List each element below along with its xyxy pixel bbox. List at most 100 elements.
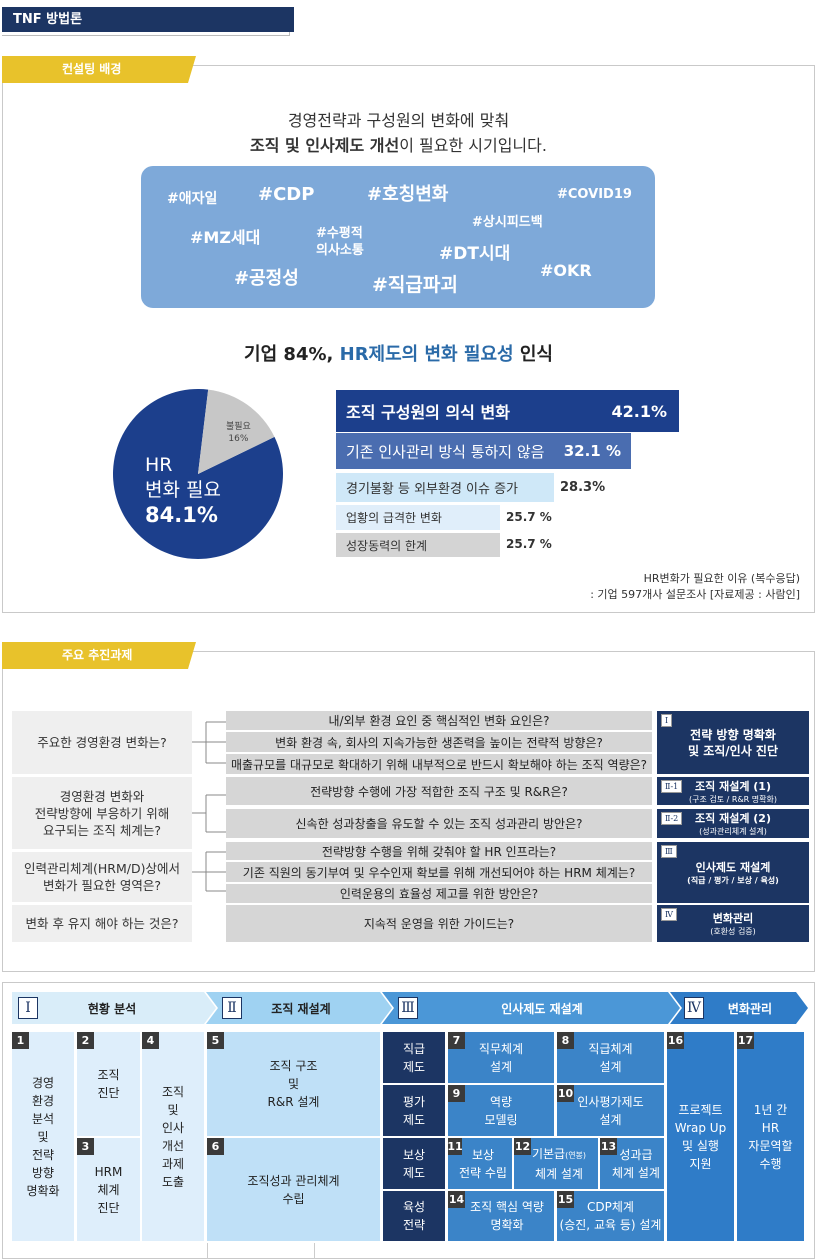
phase-header-label: 인사제도 재설계 xyxy=(501,1001,583,1016)
step-2: 2 조직 진단 xyxy=(77,1032,140,1136)
pie-label-line1: HR xyxy=(145,454,173,476)
pie-label-minor: 불필요 16% xyxy=(226,421,251,445)
phase-header-label: 현황 분석 xyxy=(87,1001,137,1016)
step-text: 인사평가제도 설계 xyxy=(577,1094,644,1127)
question-mid: 매출규모를 대규모로 확대하기 위해 내부적으로 반드시 확보해야 하는 조직 … xyxy=(226,754,652,774)
phase-title: 조직 재설계 (1) xyxy=(695,779,771,793)
step-number: 5 xyxy=(207,1032,224,1049)
step-text: 조직 진단 xyxy=(97,1068,120,1100)
phase-header-label: 변화관리 xyxy=(727,1001,773,1016)
question-mid: 기존 직원의 동기부여 및 우수인재 확보를 위해 개선되어야 하는 HRM 체… xyxy=(226,862,652,882)
tag: #직급파괴 xyxy=(372,274,458,296)
step-number: 6 xyxy=(207,1138,224,1155)
phase-sub: (구조 검토 / R&R 명확화) xyxy=(689,794,777,804)
phase-sub: (호환성 검증) xyxy=(710,927,756,936)
phase-num: Ⅳ xyxy=(684,997,704,1019)
section-tab-background[interactable]: 컨설팅 배경 xyxy=(2,56,196,83)
step-10: 10 인사평가제도 설계 xyxy=(557,1085,664,1136)
bar-label: 성장동력의 한계 xyxy=(346,538,428,553)
row-label: 육성 전략 xyxy=(383,1191,445,1241)
step-text: 기본급(연봉) xyxy=(532,1145,586,1165)
phase-number-badge: Ⅱ-1 xyxy=(661,780,683,793)
step-text: 직급체계 설계 xyxy=(588,1041,633,1074)
step-number: 3 xyxy=(77,1138,94,1155)
phase-title: 변화관리 xyxy=(712,912,754,925)
step-number: 9 xyxy=(448,1085,465,1102)
source-note: HR변화가 필요한 이유 (복수응답) : 기업 597개사 설문조사 [자료제… xyxy=(590,571,800,603)
step-17: 17 1년 간 HR 자문역할 수행 xyxy=(737,1032,804,1241)
step-text: 프로젝트 Wrap Up 및 실행 지원 xyxy=(674,1102,727,1171)
tag: #CDP xyxy=(258,184,315,205)
source-note-line2: : 기업 597개사 설문조사 [자료제공 : 사람인] xyxy=(590,588,800,601)
step-number: 11 xyxy=(447,1138,463,1155)
pie-label-main: HR 변화 필요 84.1% xyxy=(145,453,221,528)
step-13: 13 성과급 체계 설계 xyxy=(600,1138,664,1189)
step-14: 14 조직 핵심 역량 명확화 xyxy=(448,1191,554,1241)
question-mid: 지속적 운영을 위한 가이드는? xyxy=(226,905,652,942)
step-text: 직무체계 설계 xyxy=(478,1041,524,1074)
phase-header-row: Ⅰ 현황 분석 Ⅱ 조직 재설계 Ⅲ 인사제도 재설계 Ⅳ 변화관리 xyxy=(12,992,808,1024)
step-text: 1년 간 HR 자문역할 수행 xyxy=(748,1102,793,1171)
phase-number-badge: Ⅲ xyxy=(661,845,677,858)
bar-label: 경기불황 등 외부환경 이슈 증가 xyxy=(346,482,519,497)
question-left: 경영환경 변화와 전략방향에 부응하기 위해 요구되는 조직 체계는? xyxy=(12,777,192,849)
step-15: 15 CDP체계 (승진, 교육 등) 설계 xyxy=(557,1191,664,1241)
hr-change-pie-chart xyxy=(112,389,283,559)
step-number: 17 xyxy=(737,1032,754,1049)
phase-sub: (성과관리체계 설계) xyxy=(699,827,767,836)
section-tab-tasks[interactable]: 주요 추진과제 xyxy=(2,642,196,669)
bar-2-value: 28.3% xyxy=(560,480,606,495)
tag: #COVID19 xyxy=(557,187,632,202)
bar-label: 업황의 급격한 변화 xyxy=(346,511,442,525)
tag: #수평적 xyxy=(316,226,363,241)
bar-value: 42.1% xyxy=(611,401,667,421)
step-text-b: 체계 설계 xyxy=(535,1166,583,1181)
step-text: HRM 체계 진단 xyxy=(94,1164,123,1215)
tag: #공정성 xyxy=(234,268,299,289)
bar-label: 조직 구성원의 의식 변화 xyxy=(346,403,510,422)
stat-highlight: HR제도의 변화 필요성 xyxy=(339,344,514,365)
heading-bold: 조직 및 인사제도 개선 xyxy=(250,136,400,155)
step-text: 조직 핵심 역량 명확화 xyxy=(470,1200,544,1232)
question-left: 인력관리체계(HRM/D)상에서 변화가 필요한 영역은? xyxy=(12,852,192,902)
step-text: 조직성과 관리체계 수립 xyxy=(247,1173,340,1206)
pie-slice-noneed xyxy=(198,389,275,474)
step-11: 11 보상 전략 수립 xyxy=(447,1138,512,1189)
step-text: 경영 환경 분석 및 전략 방향 명확화 xyxy=(26,1075,60,1198)
row-label: 직급 제도 xyxy=(383,1032,445,1083)
step-text: 조직 및 인사 개선 과제 도출 xyxy=(161,1084,185,1189)
step-number: 14 xyxy=(448,1191,465,1208)
bar-0: 조직 구성원의 의식 변화 42.1% xyxy=(336,390,679,432)
step-16: 16 프로젝트 Wrap Up 및 실행 지원 xyxy=(667,1032,734,1241)
bar-4-value: 25.7 % xyxy=(506,537,552,551)
pie-slice-need xyxy=(112,389,283,559)
phase-number-badge: Ⅳ xyxy=(661,908,677,921)
bar-3-value: 25.7 % xyxy=(506,510,552,524)
phase-title: 조직 재설계 (2) xyxy=(695,812,771,825)
step-number: 10 xyxy=(557,1085,574,1102)
pie-minor-label: 불필요 xyxy=(226,422,251,432)
pie-label-line2: 변화 필요 xyxy=(145,479,221,501)
question-mid: 인력운용의 효율성 제고를 위한 방안은? xyxy=(226,884,652,903)
bar-label: 기존 인사관리 방식 통하지 않음 xyxy=(346,442,545,461)
tag: 의사소통 xyxy=(316,243,364,258)
background-heading-line2: 조직 및 인사제도 개선이 필요한 시기입니다. xyxy=(0,132,797,156)
phase-num: Ⅰ xyxy=(18,997,38,1019)
source-note-line1: HR변화가 필요한 이유 (복수응답) xyxy=(643,572,800,585)
step-text: 역량 모델링 xyxy=(484,1094,518,1127)
phase-sub: (직급 / 평가 / 보상 / 육성) xyxy=(687,876,779,885)
step-9: 9 역량 모델링 xyxy=(448,1085,554,1136)
question-mid: 전략방향 수행에 가장 적합한 조직 구조 및 R&R은? xyxy=(226,777,652,805)
step-text: 성과급 체계 설계 xyxy=(612,1147,660,1180)
phase-title: 인사제도 재설계 xyxy=(695,861,771,874)
step-number: 12 xyxy=(514,1138,531,1155)
question-left: 주요한 경영환경 변화는? xyxy=(12,711,192,774)
step-6: 6 조직성과 관리체계 수립 xyxy=(207,1138,380,1241)
keyword-cloud: #애자일 #CDP #호칭변화 #COVID19 #상시피드백 #MZ세대 #수… xyxy=(141,166,655,308)
tag: #MZ세대 xyxy=(190,228,261,247)
pie-label-value: 84.1% xyxy=(145,503,218,527)
step-3: 3 HRM 체계 진단 xyxy=(77,1138,140,1241)
stat-heading: 기업 84%, HR제도의 변화 필요성 인식 xyxy=(0,340,797,366)
tag: #애자일 xyxy=(167,191,218,207)
question-mid: 신속한 성과창출을 유도할 수 있는 조직 성과관리 방안은? xyxy=(226,809,652,838)
